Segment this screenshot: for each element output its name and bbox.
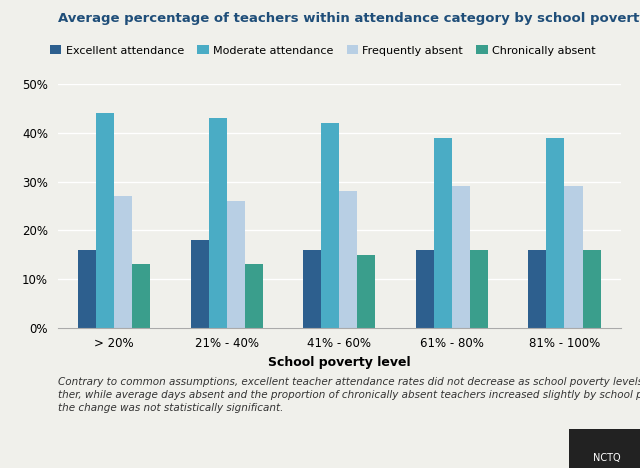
- Text: Contrary to common assumptions, excellent teacher attendance rates did not decre: Contrary to common assumptions, excellen…: [58, 377, 640, 413]
- Bar: [114, 196, 132, 328]
- Bar: [303, 250, 321, 328]
- Bar: [434, 138, 452, 328]
- Bar: [132, 264, 150, 328]
- Bar: [244, 264, 262, 328]
- Bar: [227, 201, 244, 328]
- Bar: [339, 191, 357, 328]
- Bar: [357, 255, 375, 328]
- Bar: [452, 186, 470, 328]
- Bar: [470, 250, 488, 328]
- Bar: [529, 250, 547, 328]
- Legend: Excellent attendance, Moderate attendance, Frequently absent, Chronically absent: Excellent attendance, Moderate attendanc…: [51, 45, 596, 56]
- Bar: [582, 250, 600, 328]
- X-axis label: School poverty level: School poverty level: [268, 356, 410, 369]
- Bar: [547, 138, 564, 328]
- Bar: [564, 186, 582, 328]
- Bar: [191, 240, 209, 328]
- Bar: [209, 118, 227, 328]
- Text: Average percentage of teachers within attendance category by school poverty leve: Average percentage of teachers within at…: [58, 12, 640, 25]
- Bar: [96, 113, 114, 328]
- Text: NCTQ: NCTQ: [593, 453, 621, 463]
- Bar: [321, 123, 339, 328]
- Bar: [416, 250, 434, 328]
- Bar: [78, 250, 96, 328]
